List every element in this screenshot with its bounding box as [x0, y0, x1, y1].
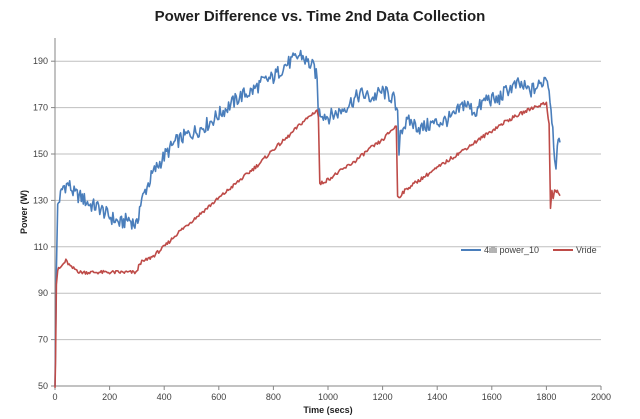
series-line-1 — [54, 49, 561, 387]
y-tick-label: 170 — [33, 103, 48, 113]
x-tick-label: 600 — [211, 392, 226, 402]
x-tick-label: 0 — [52, 392, 57, 402]
y-tick-label: 130 — [33, 195, 48, 205]
y-tick-label: 110 — [34, 242, 48, 252]
series-line-2 — [54, 101, 561, 388]
x-tick-label: 1400 — [427, 392, 447, 402]
x-tick-label: 1800 — [536, 392, 556, 402]
y-tick-label: 90 — [38, 288, 48, 298]
x-tick-label: 800 — [266, 392, 281, 402]
y-tick-label: 50 — [38, 381, 48, 391]
x-tick-label: 1600 — [482, 392, 502, 402]
x-axis-title: Time (secs) — [303, 405, 352, 415]
x-tick-label: 400 — [157, 392, 172, 402]
y-axis-title: Power (W) — [19, 190, 29, 234]
x-tick-label: 1200 — [373, 392, 393, 402]
x-tick-label: 200 — [102, 392, 117, 402]
y-tick-label: 190 — [33, 56, 48, 66]
chart-title: Power Difference vs. Time 2nd Data Colle… — [154, 8, 486, 25]
y-tick-label: 150 — [33, 149, 48, 159]
y-tick-label: 70 — [38, 335, 48, 345]
legend-label: 4illi power_10 — [484, 245, 539, 255]
x-tick-label: 2000 — [591, 392, 611, 402]
x-tick-label: 1000 — [318, 392, 338, 402]
legend-label: Vride — [576, 245, 597, 255]
